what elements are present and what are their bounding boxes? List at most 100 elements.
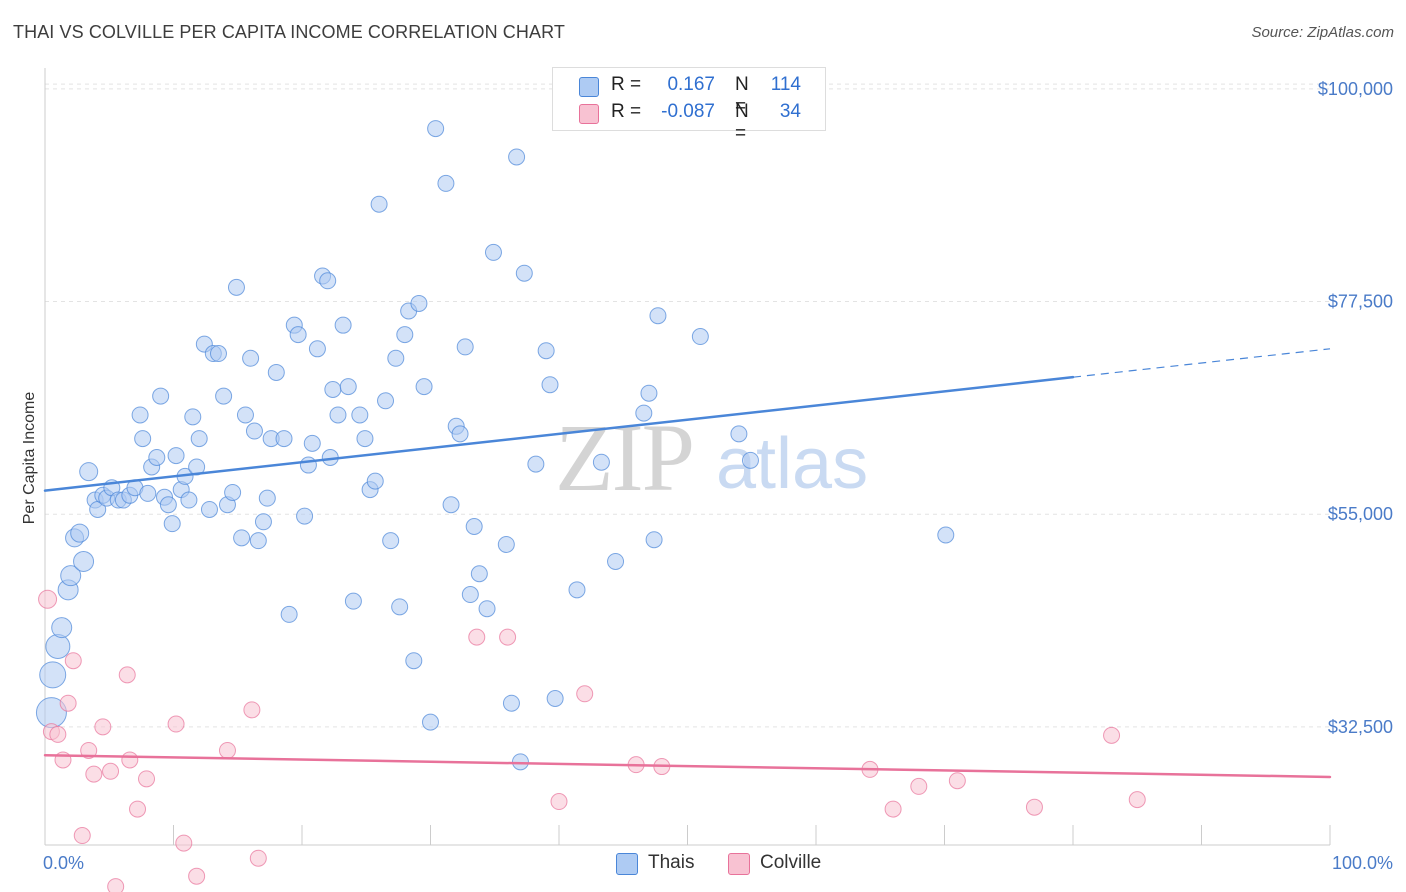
point-colville: [85, 765, 103, 783]
point-thais: [236, 406, 254, 424]
point-thais: [456, 338, 474, 356]
legend-swatch-thais: [579, 77, 599, 97]
trend-line-thais: [43, 375, 1075, 492]
point-thais: [387, 349, 405, 367]
y-axis-label: Per Capita Income: [21, 392, 38, 525]
series-legend: Thais Colville: [0, 852, 1406, 878]
point-thais: [289, 326, 307, 344]
point-thais: [167, 447, 185, 465]
point-colville: [1103, 726, 1121, 744]
point-thais: [568, 581, 586, 599]
point-colville: [910, 777, 928, 795]
point-thais: [691, 328, 709, 346]
point-thais: [79, 462, 99, 482]
legend-n-value: 34: [779, 101, 801, 122]
y-tick-label: $55,000: [1328, 504, 1393, 524]
point-thais: [267, 363, 285, 381]
point-thais: [356, 430, 374, 448]
legend-n-value: 114: [770, 74, 801, 95]
watermark-zip: ZIP: [555, 404, 693, 511]
point-colville: [107, 878, 125, 892]
point-thais: [299, 456, 317, 474]
point-colville: [118, 666, 136, 684]
point-thais: [351, 406, 369, 424]
point-thais: [377, 392, 395, 410]
source-label: Source: ZipAtlas.com: [1251, 24, 1394, 41]
point-colville: [59, 694, 77, 712]
point-thais: [546, 690, 564, 708]
point-colville: [550, 793, 568, 811]
point-thais: [227, 278, 245, 296]
point-colville: [1128, 791, 1146, 809]
point-thais: [324, 380, 342, 398]
point-colville: [499, 628, 517, 646]
legend-r-value: -0.087: [661, 101, 715, 122]
stats-legend: R = 0.167 N = 114 R = -0.087 N = 34: [552, 67, 826, 144]
point-thais: [470, 565, 488, 583]
point-thais: [366, 472, 384, 490]
legend-label-colville: Colville: [760, 852, 822, 873]
point-thais: [275, 430, 293, 448]
point-thais: [224, 483, 242, 501]
point-thais: [245, 422, 263, 440]
legend-r-label: R =: [611, 101, 642, 122]
point-thais: [508, 148, 526, 166]
point-thais: [73, 550, 95, 572]
point-thais: [484, 243, 502, 261]
point-thais: [209, 345, 227, 363]
point-colville: [175, 834, 193, 852]
point-thais: [465, 517, 483, 535]
point-thais: [541, 376, 559, 394]
y-tick-label: $77,500: [1328, 292, 1393, 312]
point-thais: [607, 552, 625, 570]
legend-swatch-colville: [728, 853, 750, 875]
point-thais: [451, 425, 469, 443]
point-thais: [190, 430, 208, 448]
point-thais: [280, 605, 298, 623]
point-colville: [64, 652, 82, 670]
legend-n-label: N =: [735, 101, 749, 144]
point-thais: [258, 489, 276, 507]
point-thais: [478, 600, 496, 618]
point-thais: [242, 349, 260, 367]
point-thais: [442, 496, 460, 514]
point-colville: [884, 800, 902, 818]
point-thais: [131, 406, 149, 424]
point-colville: [94, 718, 112, 736]
point-colville: [129, 800, 147, 818]
point-thais: [200, 500, 218, 518]
point-thais: [405, 652, 423, 670]
point-thais: [741, 451, 759, 469]
point-thais: [730, 425, 748, 443]
legend-r-label: R =: [611, 74, 642, 95]
point-thais: [537, 342, 555, 360]
point-thais: [339, 378, 357, 396]
point-thais: [319, 272, 337, 290]
legend-swatch-thais: [616, 853, 638, 875]
point-thais: [184, 408, 202, 426]
point-thais: [329, 406, 347, 424]
point-thais: [391, 598, 409, 616]
legend-r-value: 0.167: [667, 74, 715, 95]
watermark: ZIP atlas: [555, 404, 868, 511]
point-thais: [51, 617, 73, 639]
point-colville: [468, 628, 486, 646]
point-thais: [303, 434, 321, 452]
point-thais: [308, 340, 326, 358]
point-thais: [296, 507, 314, 525]
point-thais: [148, 449, 166, 466]
point-thais: [461, 586, 479, 604]
point-thais: [427, 120, 445, 138]
point-thais: [515, 264, 533, 282]
point-thais: [233, 529, 251, 547]
point-thais: [152, 387, 170, 405]
data-points: [35, 120, 1146, 892]
point-thais: [422, 713, 439, 731]
point-thais: [180, 491, 198, 509]
point-thais: [396, 326, 414, 344]
point-colville: [249, 849, 267, 867]
chart-title: THAI VS COLVILLE PER CAPITA INCOME CORRE…: [13, 22, 565, 42]
point-thais: [645, 531, 663, 549]
point-thais: [592, 453, 610, 471]
point-thais: [502, 694, 520, 712]
